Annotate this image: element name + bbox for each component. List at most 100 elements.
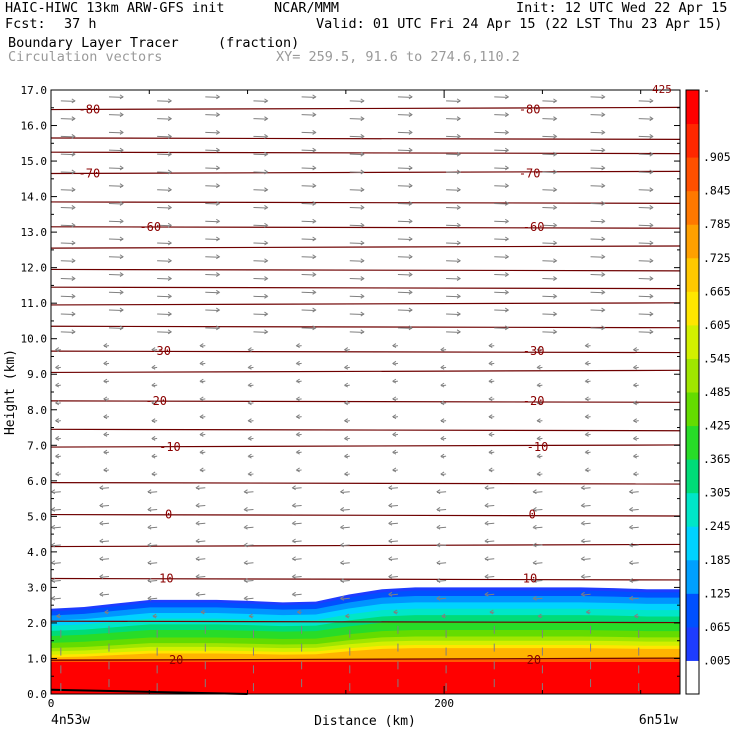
vector-arrow bbox=[157, 331, 172, 333]
vector-head bbox=[436, 542, 441, 548]
vector-head bbox=[393, 609, 398, 615]
vector-head bbox=[392, 360, 397, 366]
vector-arrow bbox=[349, 206, 364, 209]
vector-arrow bbox=[542, 278, 557, 280]
vector-head bbox=[553, 151, 558, 157]
vector-head bbox=[360, 222, 365, 228]
y-tick-label: 5.0 bbox=[27, 510, 47, 523]
vector-head bbox=[195, 485, 200, 491]
colorbar-swatch bbox=[686, 324, 699, 359]
vector-head bbox=[441, 613, 446, 619]
vector-arrow bbox=[397, 274, 412, 276]
vector-head bbox=[291, 574, 296, 579]
vector-head bbox=[103, 431, 108, 437]
vector-head bbox=[295, 449, 300, 455]
vector-arrow bbox=[542, 118, 557, 120]
vector-arrow bbox=[157, 224, 172, 227]
vector-head bbox=[584, 343, 589, 349]
vector-head bbox=[456, 187, 461, 193]
vector-arrow bbox=[60, 171, 75, 173]
vector-head bbox=[312, 201, 317, 206]
vector-head bbox=[71, 116, 76, 122]
vector-arrow bbox=[542, 331, 557, 333]
vector-arrow bbox=[253, 242, 268, 244]
vector-head bbox=[216, 129, 221, 135]
vector-head bbox=[248, 613, 253, 619]
vector-head bbox=[584, 360, 589, 366]
vector-arrow bbox=[638, 260, 653, 262]
vector-head bbox=[488, 431, 493, 437]
vector-arrow bbox=[157, 100, 172, 102]
vector-head bbox=[71, 151, 76, 157]
vector-head bbox=[632, 364, 637, 370]
vector-head bbox=[54, 364, 60, 370]
theta-line bbox=[50, 268, 681, 272]
vector-head bbox=[103, 414, 108, 420]
vector-head bbox=[504, 254, 510, 260]
vector-arrow bbox=[397, 220, 412, 223]
vector-arrow bbox=[397, 167, 412, 169]
theta-line bbox=[50, 302, 681, 306]
colorbar-swatch bbox=[686, 90, 699, 125]
y-tick-label: 17.0 bbox=[21, 84, 48, 97]
vector-head bbox=[484, 574, 489, 579]
vector-head bbox=[343, 435, 349, 441]
vector-head bbox=[312, 272, 317, 277]
vector-head bbox=[291, 556, 296, 562]
vector-arrow bbox=[60, 260, 75, 262]
vector-arrow bbox=[349, 118, 364, 120]
vector-head bbox=[167, 151, 173, 157]
vector-head bbox=[388, 503, 393, 508]
vector-head bbox=[388, 556, 393, 562]
vector-arrow bbox=[638, 224, 653, 227]
vector-head bbox=[99, 538, 104, 544]
vector-arrow bbox=[542, 295, 557, 298]
vector-arrow bbox=[205, 309, 220, 312]
theta-line bbox=[50, 577, 681, 581]
y-tick-label: 8.0 bbox=[27, 404, 47, 417]
colorbar-swatch bbox=[686, 157, 699, 192]
vector-head bbox=[649, 222, 654, 228]
vector-head bbox=[628, 507, 633, 512]
colorbar-swatch bbox=[686, 626, 699, 661]
colorbar-swatch bbox=[686, 123, 699, 158]
vector-head bbox=[649, 169, 654, 175]
vector-head bbox=[484, 556, 489, 562]
vector-arrow bbox=[494, 238, 509, 240]
vector-arrow bbox=[349, 189, 364, 191]
vector-arrow bbox=[397, 238, 412, 240]
theta-contours bbox=[50, 106, 681, 661]
vector-arrow bbox=[494, 327, 509, 329]
vector-head bbox=[103, 343, 108, 349]
vector-arrow bbox=[446, 206, 461, 209]
colorbar-label: .005 bbox=[703, 653, 731, 667]
vector-head bbox=[456, 133, 461, 139]
vector-head bbox=[388, 485, 393, 491]
vector-arrow bbox=[157, 295, 172, 298]
vector-head bbox=[504, 289, 510, 295]
vector-head bbox=[343, 382, 349, 388]
vector-head bbox=[408, 289, 413, 295]
vector-head bbox=[601, 272, 606, 277]
vector-arrow bbox=[638, 278, 653, 280]
vector-head bbox=[151, 364, 156, 370]
vector-head bbox=[536, 382, 541, 388]
vector-head bbox=[584, 414, 589, 420]
org-label: NCAR/MMM bbox=[274, 0, 340, 16]
vector-head bbox=[199, 343, 204, 349]
vector-head bbox=[553, 293, 558, 299]
vector-arrow bbox=[205, 274, 220, 276]
vector-head bbox=[167, 311, 173, 317]
vector-arrow bbox=[253, 189, 268, 191]
vector-head bbox=[536, 418, 541, 424]
vector-head bbox=[199, 378, 204, 384]
vector-arrow bbox=[253, 171, 268, 173]
vector-head bbox=[339, 489, 345, 495]
y-tick-label: 4.0 bbox=[27, 546, 47, 559]
vector-arrow bbox=[108, 202, 124, 205]
vector-head bbox=[580, 520, 585, 526]
vector-head bbox=[649, 116, 654, 122]
temperature-contour-labels: -80 -80 -70 -70 -60 -60 -30 -30 -20 -20 -10 -10 0 0 10… bbox=[79, 103, 549, 668]
vector-arrow bbox=[542, 171, 557, 173]
colorbar-swatch bbox=[686, 224, 699, 259]
